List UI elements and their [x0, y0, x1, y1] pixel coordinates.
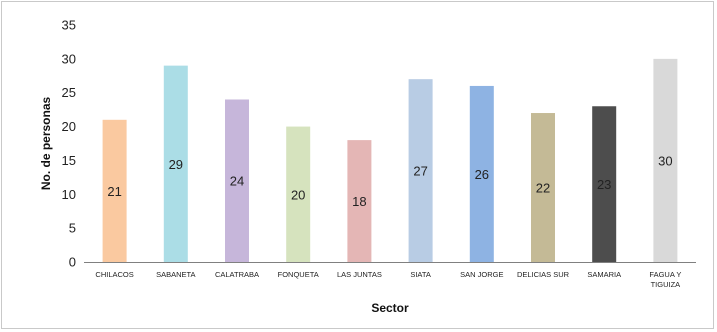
x-axis-category-labels: CHILACOS SABANETA CALATRABA FONQUETA LAS JUN…	[95, 270, 681, 289]
data-label: 22	[536, 181, 550, 196]
data-label: 21	[107, 184, 121, 199]
data-label: 23	[597, 177, 611, 192]
y-tick-label: 10	[62, 187, 76, 202]
y-axis-title: No. de personas	[39, 96, 53, 190]
bar	[347, 140, 372, 262]
bar	[163, 65, 188, 262]
bars	[102, 58, 678, 263]
y-tick-label: 35	[62, 18, 76, 33]
bar	[286, 126, 311, 262]
data-label: 29	[169, 157, 183, 172]
data-label: 27	[413, 164, 427, 179]
x-axis-title: Sector	[371, 301, 409, 315]
x-tick-label: LAS JUNTAS	[337, 270, 382, 279]
x-tick-label: DELICIAS SUR	[517, 270, 570, 279]
x-tick-label: SIATA	[410, 270, 431, 279]
x-tick-label: CHILACOS	[95, 270, 133, 279]
y-tick-label: 20	[62, 119, 76, 134]
bar	[531, 113, 555, 263]
y-tick-label: 5	[69, 221, 76, 236]
bar	[592, 106, 617, 262]
x-tick-label: SAN JORGE	[460, 270, 503, 279]
data-labels: 21 29 24 20 18 27 26 22 23 30	[107, 153, 672, 209]
x-tick-label: SAMARIA	[587, 270, 621, 279]
y-tick-label: 0	[69, 255, 76, 270]
x-tick-label: TIGUIZA	[651, 280, 681, 289]
x-tick-label: FONQUETA	[278, 270, 319, 279]
data-label: 18	[352, 194, 366, 209]
data-label: 30	[658, 153, 672, 168]
x-tick-label: CALATRABA	[215, 270, 259, 279]
bar	[653, 58, 678, 262]
y-tick-label: 15	[62, 153, 76, 168]
data-label: 26	[475, 167, 489, 182]
y-tick-label: 30	[62, 51, 76, 66]
bar	[469, 85, 494, 262]
y-tick-label: 25	[62, 85, 76, 100]
bar	[102, 119, 127, 262]
data-label: 20	[291, 187, 305, 202]
data-label: 24	[230, 174, 244, 189]
x-tick-label: FAGUA Y	[649, 270, 681, 279]
bar	[225, 99, 249, 262]
x-tick-label: SABANETA	[156, 270, 195, 279]
bar	[408, 79, 433, 263]
y-axis-ticks: 0 5 10 15 20 25 30 35	[62, 18, 76, 270]
